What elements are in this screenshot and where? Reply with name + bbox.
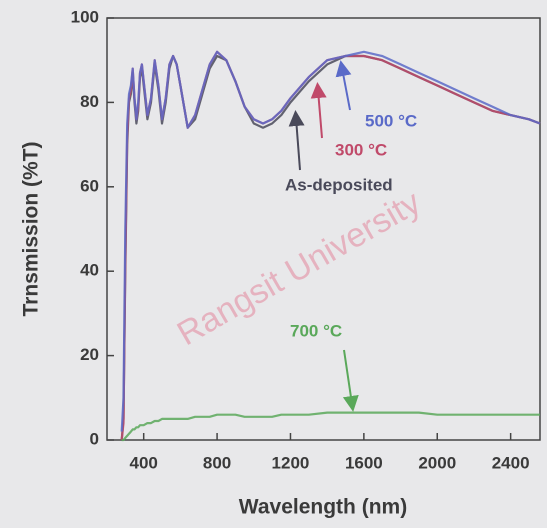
y-tick-label: 40 <box>80 261 99 280</box>
annotation: 300 °C <box>335 140 387 159</box>
y-tick-label: 60 <box>80 176 99 195</box>
y-axis-label: Trnsmission (%T) <box>20 141 43 316</box>
annotation-arrow <box>310 82 327 139</box>
x-tick-label: 400 <box>130 453 158 472</box>
y-tick-label: 80 <box>80 92 99 111</box>
plot-frame <box>106 17 541 441</box>
y-tick-label: 20 <box>80 345 99 364</box>
annotation: 700 °C <box>290 321 342 340</box>
y-tick-label: 0 <box>90 429 99 448</box>
annotation-arrow <box>335 60 352 111</box>
x-tick-label: 1200 <box>272 453 310 472</box>
x-tick-label: 1600 <box>345 453 383 472</box>
x-tick-label: 800 <box>203 453 231 472</box>
series-line <box>120 50 541 432</box>
y-tick-label: 100 <box>71 7 99 26</box>
x-tick-label: 2400 <box>492 453 530 472</box>
annotation: As-deposited <box>285 175 393 194</box>
annotation: 500 °C <box>365 111 417 130</box>
x-tick-label: 2000 <box>418 453 456 472</box>
series-line <box>121 411 540 442</box>
annotation-arrow <box>288 110 305 171</box>
annotation-arrow <box>342 349 359 412</box>
x-axis-label: Wavelength (nm) <box>239 496 407 519</box>
